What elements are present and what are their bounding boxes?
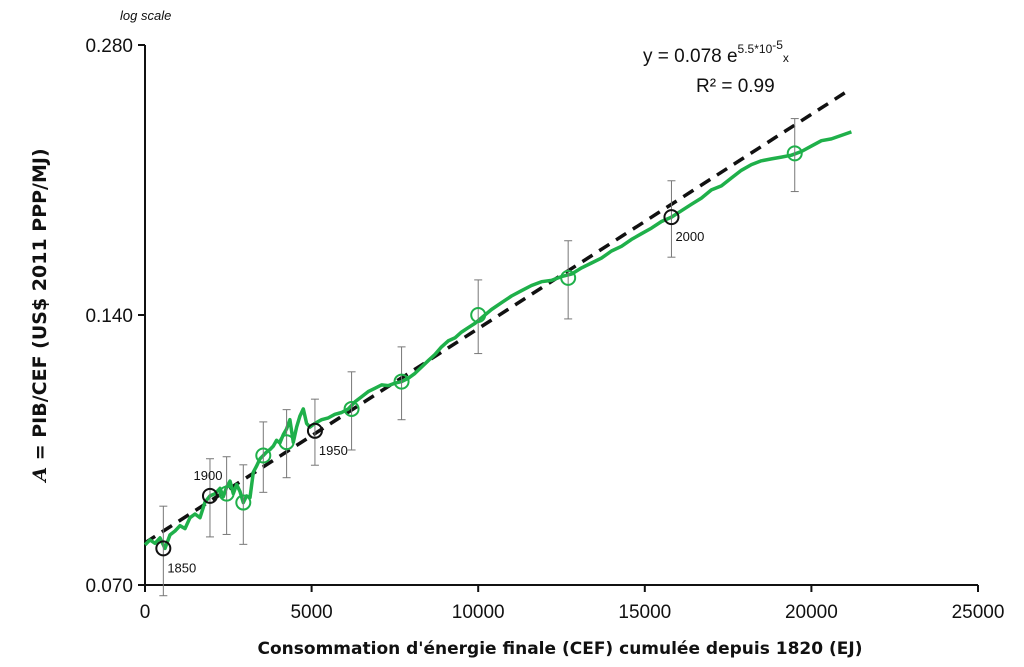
fit-equation-main: y = 0.078 e <box>643 46 738 67</box>
fit-equation-exponent-sup: -5 <box>772 38 783 52</box>
y-axis-title-rest: = PIB/CEF (US$ 2011 PPP/MJ) <box>29 148 51 467</box>
data-marker <box>218 485 235 502</box>
year-label: 1900 <box>194 468 223 483</box>
data-marker <box>560 269 577 286</box>
x-tick-label: 20000 <box>785 602 838 623</box>
r-squared: R² = 0.99 <box>696 76 775 97</box>
x-tick-label: 0 <box>140 602 151 623</box>
fit-line <box>144 91 846 545</box>
data-marker <box>306 422 323 439</box>
fit-equation: y = 0.078 e5.5*10-5x <box>643 38 789 67</box>
ticks: 0 5000 10000 15000 20000 25000 0.070 0.140 0.280 <box>85 36 1004 623</box>
data-marker <box>278 434 295 451</box>
y-axis-title-italic: A <box>29 467 51 484</box>
data-marker <box>393 373 410 390</box>
data-marker <box>235 494 252 511</box>
data-marker <box>470 307 487 323</box>
year-label: 2000 <box>675 229 704 244</box>
scale-note: log scale <box>120 8 171 23</box>
fit-equation-exponent: 5.5*10 <box>738 42 773 56</box>
series-group <box>143 130 852 551</box>
fit-equation-x: x <box>783 51 789 65</box>
data-marker <box>343 400 360 417</box>
x-tick-label: 10000 <box>452 602 505 623</box>
y-tick-label: 0.140 <box>85 306 133 327</box>
y-tick-label: 0.280 <box>85 36 133 57</box>
x-axis-title: Consommation d'énergie finale (CEF) cumu… <box>258 639 863 659</box>
markers-group: 1850 1900 1950 2000 <box>155 118 803 597</box>
x-tick-label: 15000 <box>618 602 671 623</box>
axes <box>144 45 978 586</box>
data-marker <box>255 447 272 464</box>
y-axis-title: A = PIB/CEF (US$ 2011 PPP/MJ) <box>29 148 51 483</box>
series-line <box>143 130 852 551</box>
x-tick-label: 25000 <box>952 602 1005 623</box>
year-label: 1850 <box>167 560 196 575</box>
data-marker <box>663 209 680 226</box>
data-marker <box>155 540 172 557</box>
fit-line-group <box>144 91 846 545</box>
y-tick-label: 0.070 <box>85 576 133 597</box>
x-tick-label: 5000 <box>290 602 332 623</box>
y-axis-title-text: A = PIB/CEF (US$ 2011 PPP/MJ) <box>29 148 51 483</box>
data-marker <box>201 487 218 504</box>
data-marker <box>786 145 803 162</box>
year-label: 1950 <box>319 443 348 458</box>
